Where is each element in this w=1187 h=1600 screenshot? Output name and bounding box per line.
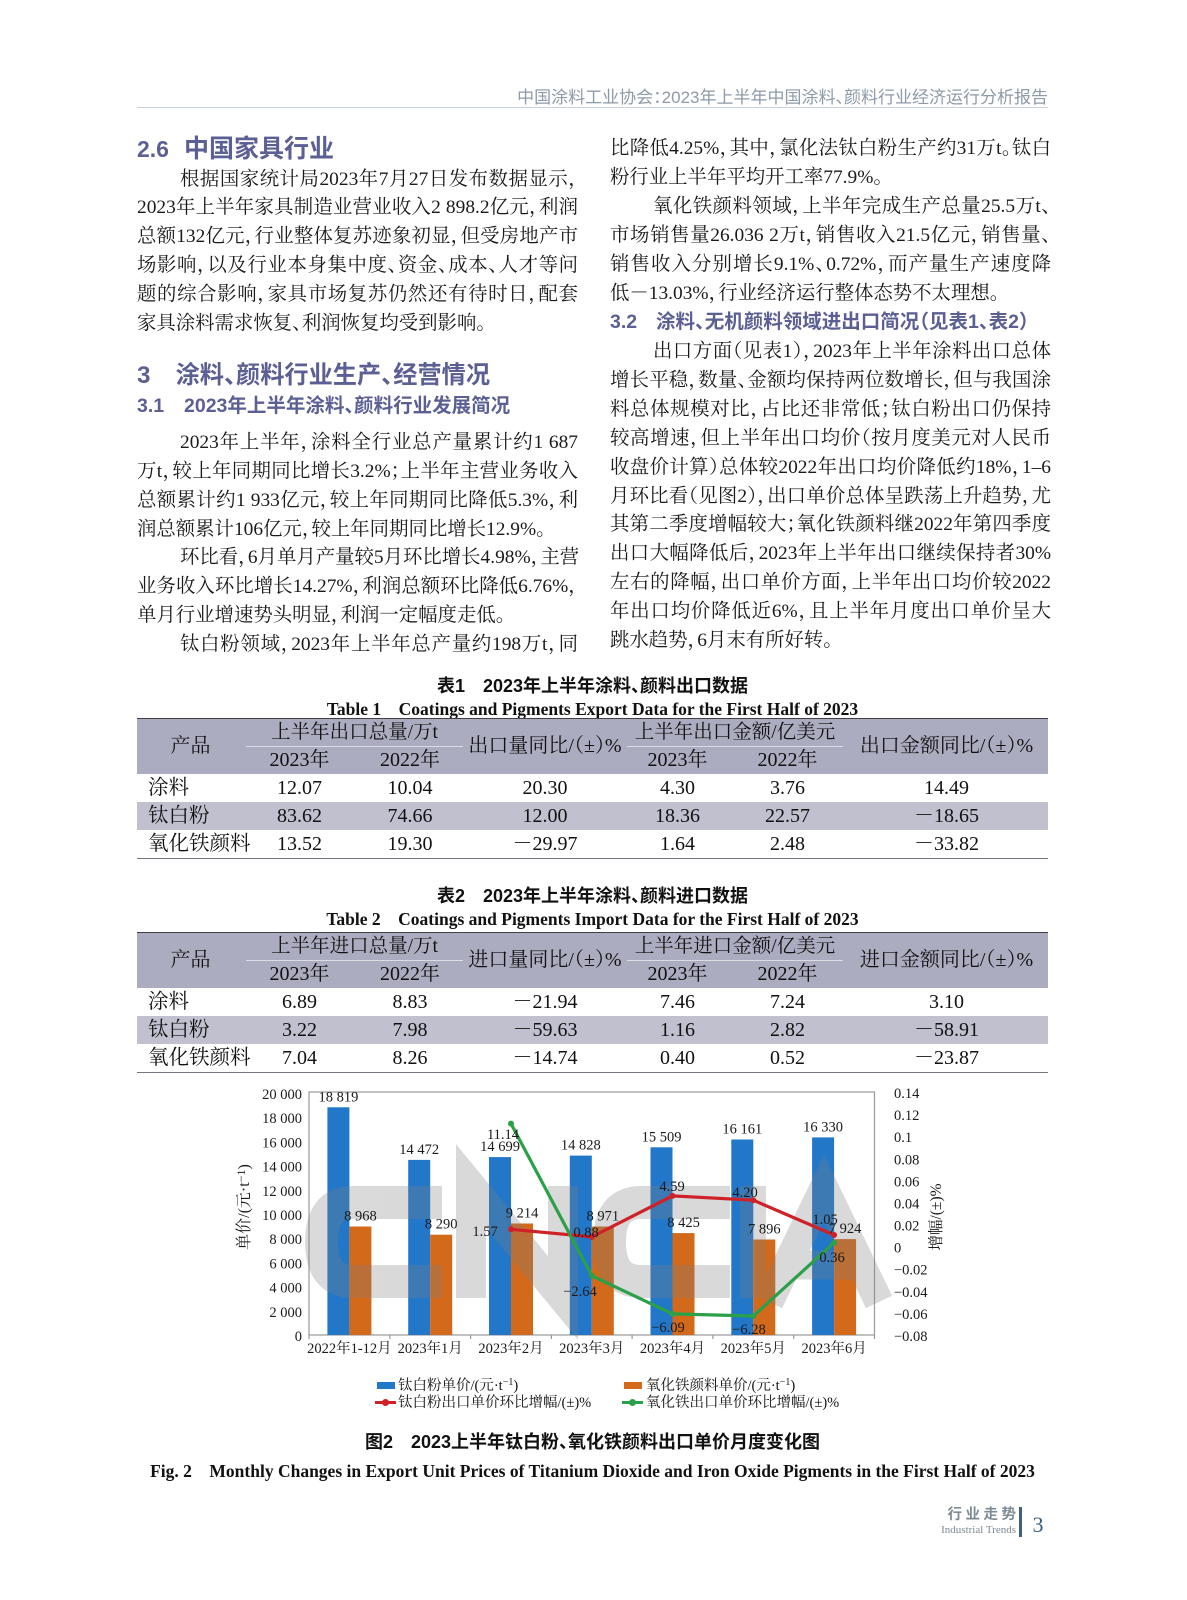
svg-text:20 000: 20 000 bbox=[262, 1087, 302, 1103]
svg-text:18 819: 18 819 bbox=[318, 1089, 358, 1105]
svg-text:单价/(元·t−1): 单价/(元·t−1) bbox=[234, 1164, 253, 1250]
svg-text:6 000: 6 000 bbox=[269, 1256, 302, 1272]
svg-text:−0.02: −0.02 bbox=[894, 1263, 928, 1279]
svg-text:16 000: 16 000 bbox=[262, 1135, 302, 1151]
svg-text:0.02: 0.02 bbox=[894, 1219, 919, 1235]
svg-text:4.59: 4.59 bbox=[659, 1179, 684, 1195]
svg-text:7 896: 7 896 bbox=[748, 1222, 781, 1238]
svg-text:0.14: 0.14 bbox=[894, 1086, 920, 1102]
svg-text:11.14: 11.14 bbox=[487, 1127, 520, 1143]
svg-text:8 000: 8 000 bbox=[269, 1232, 302, 1248]
svg-text:−2.64: −2.64 bbox=[563, 1284, 597, 1300]
svg-text:10 000: 10 000 bbox=[262, 1208, 302, 1224]
svg-text:14 000: 14 000 bbox=[262, 1160, 302, 1176]
svg-text:0.08: 0.08 bbox=[894, 1152, 919, 1168]
svg-text:15 509: 15 509 bbox=[642, 1129, 682, 1145]
svg-text:2023年2月: 2023年2月 bbox=[478, 1339, 543, 1357]
svg-text:−0.08: −0.08 bbox=[894, 1329, 928, 1345]
svg-text:0: 0 bbox=[894, 1241, 901, 1257]
svg-text:16 161: 16 161 bbox=[722, 1122, 762, 1138]
svg-text:2022年1-12月: 2022年1-12月 bbox=[307, 1339, 392, 1357]
svg-text:16 330: 16 330 bbox=[803, 1119, 843, 1135]
svg-text:14 699: 14 699 bbox=[480, 1139, 520, 1155]
svg-text:0.1: 0.1 bbox=[894, 1130, 912, 1146]
svg-text:−0.06: −0.06 bbox=[894, 1307, 928, 1323]
svg-text:2 000: 2 000 bbox=[269, 1305, 302, 1321]
svg-text:−0.04: −0.04 bbox=[894, 1285, 928, 1301]
svg-text:1.05: 1.05 bbox=[812, 1212, 837, 1228]
svg-text:2023年1月: 2023年1月 bbox=[398, 1339, 463, 1357]
svg-text:0.36: 0.36 bbox=[819, 1250, 844, 1266]
svg-text:8 290: 8 290 bbox=[425, 1217, 458, 1233]
svg-text:0: 0 bbox=[295, 1329, 302, 1345]
svg-text:7 924: 7 924 bbox=[829, 1221, 862, 1237]
svg-text:1.57: 1.57 bbox=[472, 1224, 497, 1240]
svg-text:8 968: 8 968 bbox=[344, 1209, 377, 1225]
svg-text:2023年6月: 2023年6月 bbox=[801, 1339, 866, 1357]
svg-text:12 000: 12 000 bbox=[262, 1184, 302, 1200]
svg-text:增幅/(±)%: 增幅/(±)% bbox=[927, 1183, 945, 1250]
svg-text:2023年3月: 2023年3月 bbox=[559, 1339, 624, 1357]
svg-text:8 425: 8 425 bbox=[667, 1215, 700, 1231]
svg-text:0.88: 0.88 bbox=[573, 1225, 598, 1241]
svg-text:2023年4月: 2023年4月 bbox=[640, 1339, 705, 1357]
svg-text:0.06: 0.06 bbox=[894, 1174, 919, 1190]
svg-text:0.04: 0.04 bbox=[894, 1197, 920, 1213]
svg-text:9 214: 9 214 bbox=[506, 1206, 539, 1222]
svg-text:−6.28: −6.28 bbox=[732, 1322, 766, 1338]
svg-text:4.20: 4.20 bbox=[732, 1185, 757, 1201]
svg-text:14 472: 14 472 bbox=[399, 1142, 439, 1158]
svg-text:0.12: 0.12 bbox=[894, 1108, 919, 1124]
svg-text:2023年5月: 2023年5月 bbox=[721, 1339, 786, 1357]
svg-text:8 971: 8 971 bbox=[586, 1209, 619, 1225]
svg-text:4 000: 4 000 bbox=[269, 1281, 302, 1297]
svg-text:−6.09: −6.09 bbox=[651, 1320, 685, 1336]
svg-text:14 828: 14 828 bbox=[561, 1138, 601, 1154]
svg-text:18 000: 18 000 bbox=[262, 1111, 302, 1127]
